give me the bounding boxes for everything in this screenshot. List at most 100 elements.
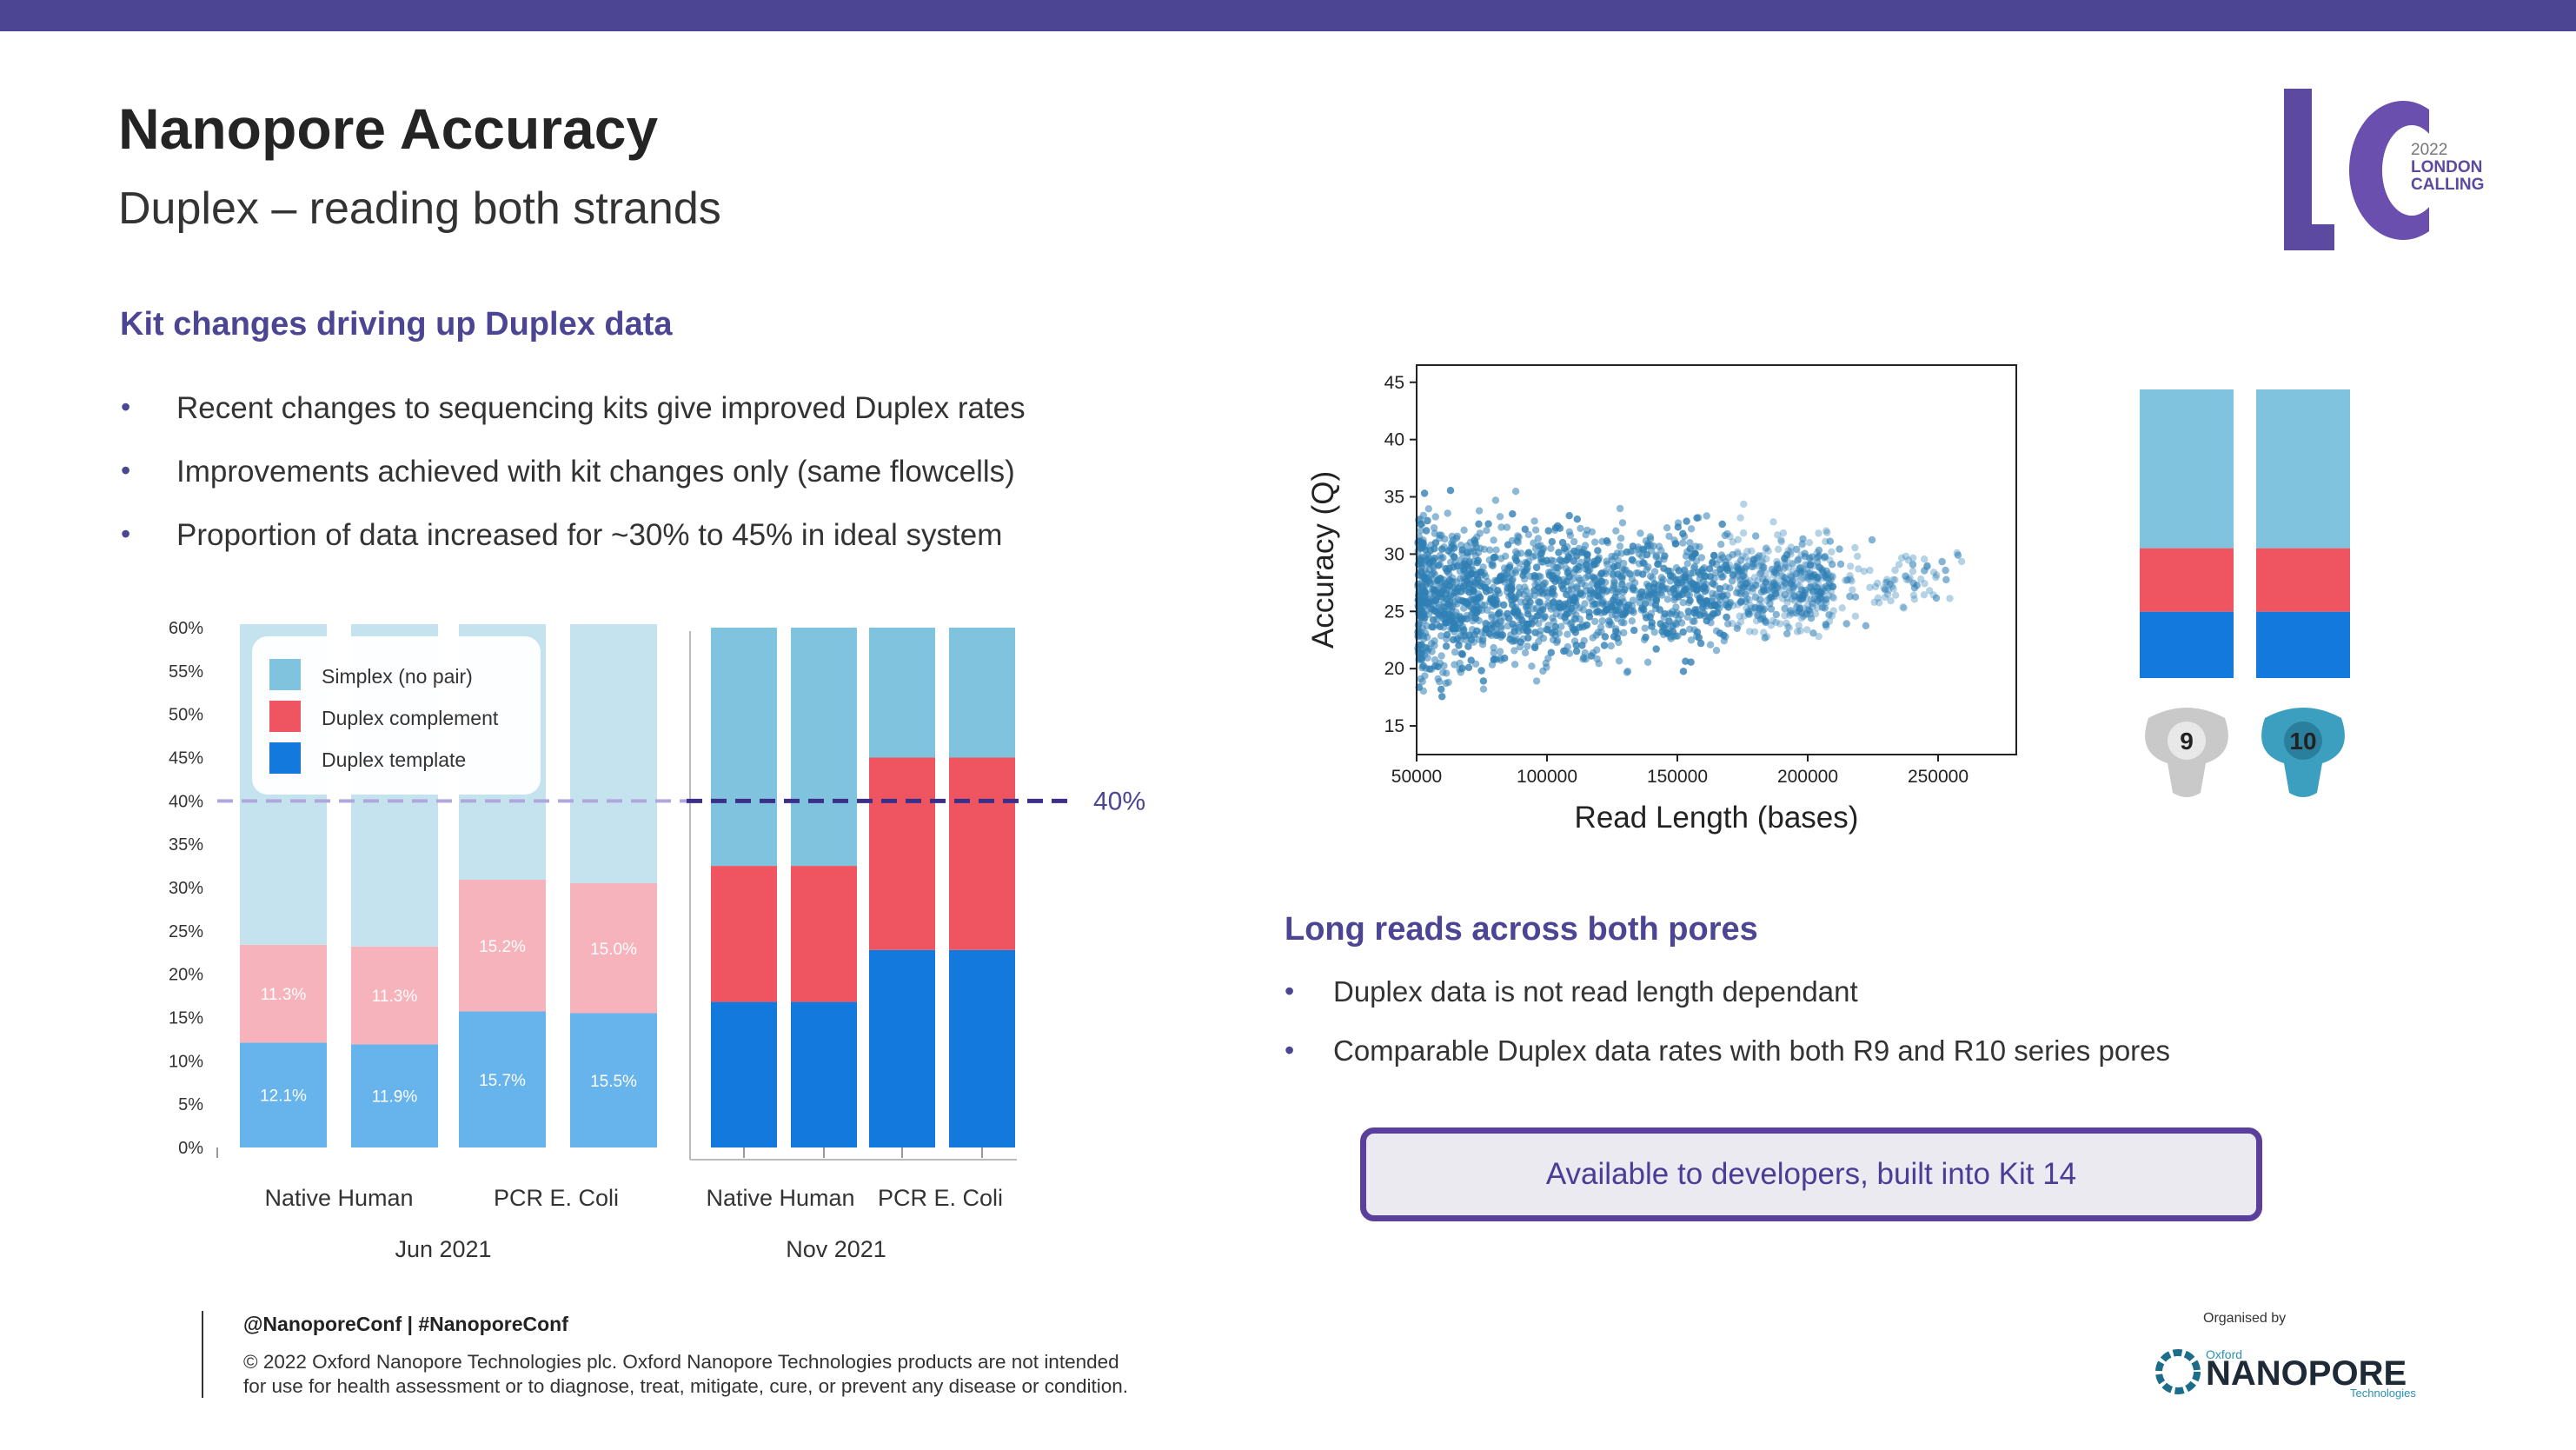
scatter-point (1747, 602, 1755, 610)
scatter-point (1455, 642, 1463, 649)
logo-year: 2022 (2411, 141, 2447, 159)
scatter-point (1773, 584, 1782, 592)
scatter-point (1417, 544, 1424, 552)
scatter-point (1932, 594, 1941, 602)
scatter-point (1756, 569, 1764, 578)
scatter-point (1765, 586, 1774, 594)
scatter-point (1783, 551, 1791, 559)
scatter-point (1675, 593, 1683, 601)
scatter-point (1741, 564, 1749, 572)
scatter-point (1729, 572, 1736, 580)
scatter-point (1814, 558, 1822, 567)
bar-segment-template (459, 1011, 546, 1147)
scatter-point (1565, 512, 1573, 520)
bullet-dot: • (121, 455, 131, 486)
scatter-point (1902, 572, 1909, 580)
scatter-point (1573, 552, 1581, 560)
scatter-point (1819, 585, 1827, 593)
scatter-point (1607, 642, 1615, 650)
scatter-point (1921, 555, 1929, 563)
scatter-point (1524, 642, 1531, 650)
scatter-point (1484, 577, 1491, 586)
scatter-point (1797, 586, 1806, 594)
scatter-point (1796, 604, 1804, 613)
scatter-point (1773, 557, 1781, 566)
scatter-point (1717, 541, 1725, 549)
scatter-point (1772, 610, 1780, 619)
scatter-point (1796, 565, 1803, 574)
scatter-point (1479, 677, 1488, 685)
scatter-point (1822, 567, 1830, 575)
scatter-point (1933, 571, 1941, 579)
scatter-point (1788, 577, 1796, 585)
scatter-point (1756, 615, 1765, 623)
scatter-point (1418, 677, 1426, 686)
scatter-point (1507, 591, 1515, 599)
scatter-point (1770, 586, 1778, 595)
scatter-point (1587, 652, 1596, 660)
scatter-point (1796, 627, 1804, 635)
scatter-point (1762, 618, 1769, 627)
scatter-point (1718, 592, 1726, 600)
scatter-point (1793, 581, 1801, 589)
scatter-point (1798, 540, 1806, 548)
scatter-point (1554, 563, 1562, 572)
scatter-point (1577, 524, 1584, 533)
bar-chart-legend: Simplex (no pair) Duplex complement Dupl… (252, 636, 541, 795)
bullet-dot: • (1285, 975, 1295, 1007)
scatter-point (1787, 543, 1796, 551)
scatter-point (1921, 580, 1929, 588)
scatter-point (1638, 604, 1646, 612)
scatter-point (1760, 563, 1768, 571)
scatter-point (1816, 588, 1824, 595)
scatter-point (1809, 603, 1816, 611)
scatter-point (1783, 584, 1790, 593)
scatter-point (1781, 555, 1789, 562)
scatter-point (1798, 609, 1806, 617)
scatter-point (1760, 587, 1768, 595)
scatter-point (1754, 576, 1762, 585)
scatter-point (1795, 590, 1803, 599)
london-calling-logo: 2022 LONDON CALLING (2277, 83, 2503, 262)
scatter-point (1781, 604, 1789, 613)
scatter-point (1910, 584, 1919, 592)
scatter-point (1557, 622, 1565, 630)
scatter-point (1742, 597, 1749, 606)
scatter-point (1796, 595, 1805, 602)
oxford-nanopore-logo: Oxford NANOPORE Technologies (2152, 1343, 2447, 1405)
scatter-point (1905, 575, 1913, 584)
scatter-point (1741, 583, 1749, 592)
pore-badge-label: 9 (2180, 728, 2194, 755)
scatter-point (1661, 552, 1669, 560)
scatter-point (1650, 568, 1659, 575)
scatter-point (1909, 591, 1918, 599)
scatter-point (1773, 561, 1781, 569)
scatter-point (1494, 587, 1502, 595)
scatter-point (1799, 535, 1807, 543)
scatter-point (1735, 566, 1743, 575)
scatter-point (1769, 580, 1777, 588)
scatter-point (1799, 612, 1807, 621)
scatter-point (1744, 579, 1752, 587)
scatter-point (1827, 576, 1836, 584)
scatter-point (1679, 599, 1687, 607)
scatter-point (1511, 569, 1519, 576)
scatter-point (1679, 529, 1687, 537)
scatter-point (1595, 660, 1603, 668)
scatter-point (1788, 595, 1796, 603)
y-tick-label: 25 (1384, 602, 1404, 622)
scatter-point (1436, 622, 1444, 630)
scatter-point (1762, 545, 1769, 553)
scatter-point (1825, 579, 1834, 587)
scatter-point (1417, 521, 1424, 529)
bar-segment-complement (570, 883, 657, 1014)
scatter-point (1572, 642, 1580, 649)
scatter-point (1842, 620, 1850, 628)
scatter-point (1847, 575, 1855, 583)
scatter-point (1783, 575, 1791, 583)
long-reads-bullet-2: • Comparable Duplex data rates with both … (1285, 1034, 2171, 1067)
scatter-point (1517, 638, 1524, 646)
pore-badge-10-icon: 10 (2261, 708, 2345, 797)
scatter-point (1795, 608, 1803, 615)
y-tick-label: 60% (169, 619, 203, 638)
